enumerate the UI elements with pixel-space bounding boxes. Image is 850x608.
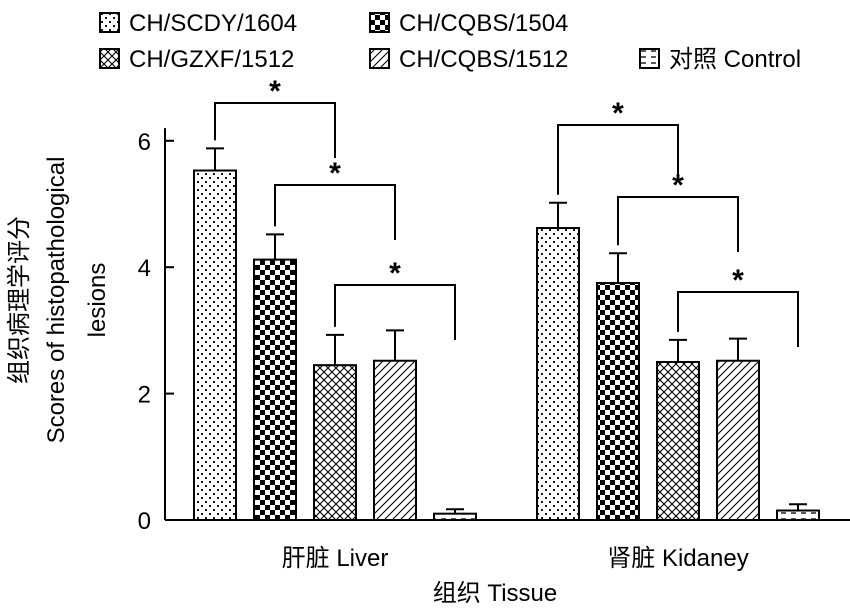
significance-bracket xyxy=(617,196,739,252)
bar xyxy=(656,361,700,521)
bar xyxy=(716,359,760,521)
y-axis-title: 组织病理学评分 Scores of histopathological lesi… xyxy=(6,157,111,444)
y-axis-title-cn: 组织病理学评分 xyxy=(6,216,33,384)
significance-bracket xyxy=(274,184,396,240)
y-axis-title-en-2: lesions xyxy=(84,263,111,338)
y-tick-label: 0 xyxy=(138,508,151,535)
legend-label: CH/CQBS/1504 xyxy=(399,10,568,37)
significance-bracket xyxy=(214,102,336,158)
legend-swatch xyxy=(369,12,390,33)
legend-swatch xyxy=(369,48,390,69)
significance-brackets: * * * * * * xyxy=(214,75,799,347)
significance-bracket xyxy=(334,284,456,340)
legend: CH/SCDY/1604 CH/CQBS/1504 CH/GZXF/1512 CH/C… xyxy=(99,10,801,73)
bar xyxy=(373,359,417,521)
axes: 0 2 4 6 肝脏 Liver 肾脏 Kidaney xyxy=(138,128,850,572)
x-category-label: 肝脏 Liver xyxy=(282,545,389,572)
x-axis-title: 组织 Tissue xyxy=(433,580,557,607)
legend-label: CH/GZXF/1512 xyxy=(129,46,294,73)
bar xyxy=(433,512,477,521)
bar xyxy=(313,364,357,521)
bars xyxy=(193,147,820,522)
legend-label: CH/CQBS/1512 xyxy=(399,46,568,73)
bar xyxy=(776,509,820,521)
significance-star: * xyxy=(672,169,684,202)
significance-bracket xyxy=(677,291,799,347)
significance-star: * xyxy=(732,264,744,297)
significance-star: * xyxy=(269,75,281,108)
significance-star: * xyxy=(329,157,341,190)
y-tick-label: 6 xyxy=(138,129,151,156)
significance-star: * xyxy=(612,97,624,130)
bar xyxy=(193,169,237,521)
y-axis-title-en-1: Scores of histopathological xyxy=(43,157,70,444)
bar xyxy=(536,227,580,522)
x-category-label: 肾脏 Kidaney xyxy=(607,545,748,572)
legend-label: CH/SCDY/1604 xyxy=(129,10,297,37)
legend-swatch xyxy=(639,48,660,69)
bar xyxy=(596,282,640,521)
legend-swatch xyxy=(99,12,120,33)
legend-label: 对照 Control xyxy=(669,46,801,73)
significance-bracket xyxy=(557,124,679,195)
legend-swatch xyxy=(99,48,120,69)
y-tick-label: 2 xyxy=(138,382,151,409)
y-tick-label: 4 xyxy=(138,255,151,282)
significance-star: * xyxy=(389,257,401,290)
bar xyxy=(253,258,297,521)
